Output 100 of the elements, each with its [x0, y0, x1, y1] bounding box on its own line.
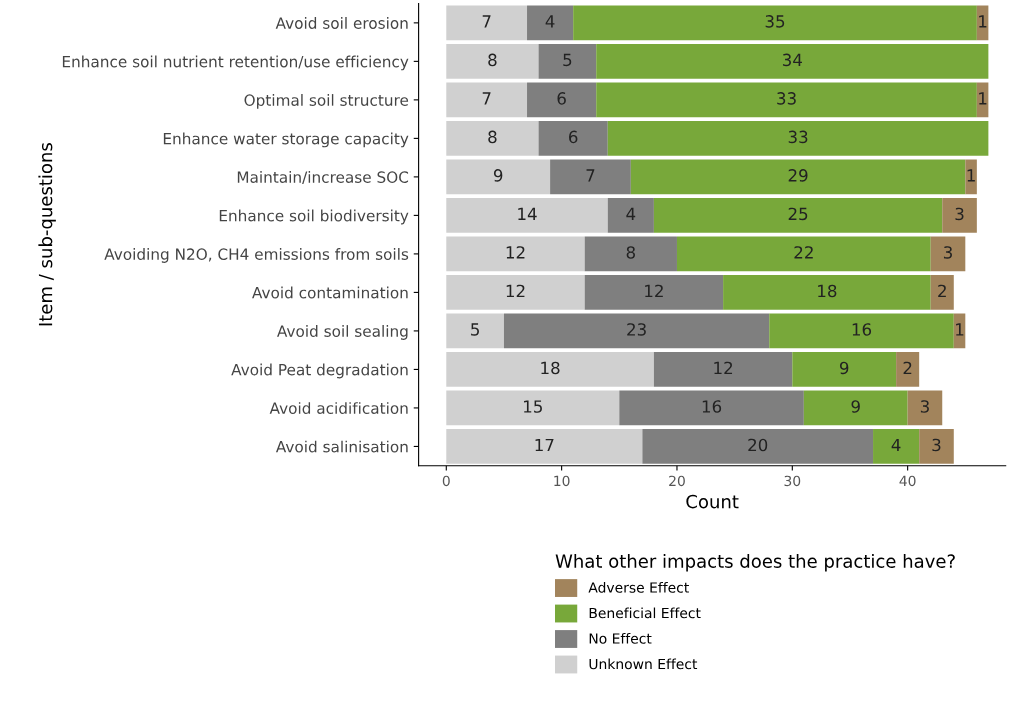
- data-label: 3: [920, 400, 929, 413]
- data-label: 3: [955, 207, 964, 221]
- x-tick-label: 10: [554, 475, 570, 487]
- y-tick-label: Avoid contamination: [252, 286, 408, 299]
- data-label: 3: [932, 438, 941, 452]
- data-label: 16: [852, 323, 872, 336]
- data-label: 7: [482, 15, 491, 28]
- data-label: 4: [545, 15, 555, 28]
- data-label: 5: [563, 53, 572, 67]
- data-label: 22: [794, 246, 813, 259]
- bar: [642, 429, 874, 464]
- data-label: 1: [967, 169, 975, 182]
- y-tick-label: Maintain/increase SOC: [237, 171, 409, 185]
- y-tick-label: Avoid acidification: [269, 402, 408, 414]
- legend-label: Adverse Effect: [588, 582, 689, 593]
- x-tick-label: 30: [784, 475, 801, 487]
- data-label: 7: [586, 169, 595, 182]
- data-label: 35: [765, 15, 785, 28]
- bar: [446, 5, 528, 41]
- bar: [930, 236, 966, 272]
- x-axis-title: Count: [686, 494, 739, 509]
- data-label: 9: [839, 361, 849, 375]
- bar: [446, 121, 539, 156]
- data-label: 12: [506, 246, 525, 259]
- bar: [619, 390, 804, 426]
- y-tick-label: Avoiding N2O, CH4 emissions from soils: [104, 248, 409, 263]
- y-tick-label: Enhance soil biodiversity: [219, 209, 409, 225]
- data-label: 8: [488, 53, 497, 67]
- legend-title: What other impacts does the practice have?: [555, 554, 955, 572]
- y-tick-label: Optimal soil structure: [244, 94, 409, 109]
- data-label: 18: [541, 361, 560, 375]
- y-tick-label: Enhance soil nutrient retention/use efficiency: [62, 55, 409, 71]
- bar: [446, 352, 654, 387]
- bar: [919, 429, 954, 464]
- bar: [965, 159, 977, 195]
- bar: [942, 198, 977, 233]
- data-label: 17: [535, 438, 554, 452]
- bar: [538, 121, 608, 156]
- bar: [446, 313, 504, 349]
- data-label: 9: [851, 400, 860, 413]
- bar: [723, 275, 931, 310]
- bar: [550, 159, 631, 195]
- legend-label: Beneficial Effect: [589, 607, 701, 619]
- data-label: 6: [557, 92, 566, 105]
- data-label: 1: [979, 92, 987, 105]
- data-label: 14: [518, 207, 537, 220]
- data-label: 7: [482, 92, 491, 105]
- y-tick-label: Enhance water storage capacity: [163, 132, 409, 148]
- bar: [896, 352, 920, 387]
- data-label: 15: [524, 400, 542, 413]
- bar: [503, 313, 770, 349]
- data-label: 20: [748, 438, 768, 452]
- bar: [792, 352, 897, 387]
- bar: [607, 198, 654, 233]
- bar: [930, 275, 954, 310]
- bar: [446, 390, 620, 426]
- legend-label: Unknown Effect: [589, 658, 698, 670]
- bar: [907, 390, 943, 426]
- bar: [653, 198, 943, 233]
- y-tick-label: Avoid salinisation: [275, 440, 408, 453]
- bar: [573, 5, 977, 41]
- data-label: 2: [903, 361, 912, 375]
- bar: [607, 121, 989, 156]
- data-label: 12: [645, 284, 663, 298]
- data-label: 4: [626, 207, 636, 220]
- legend-label: No Effect: [589, 633, 652, 644]
- bar: [653, 352, 793, 387]
- bar: [873, 429, 920, 464]
- data-label: 1: [979, 15, 987, 28]
- bar: [538, 44, 597, 79]
- bar: [527, 5, 574, 41]
- y-tick-label: Avoid Peat degradation: [231, 363, 408, 379]
- bar: [803, 390, 908, 426]
- data-label: 6: [569, 130, 578, 144]
- bar: [446, 236, 585, 272]
- data-label: 33: [788, 130, 808, 144]
- bar: [527, 82, 597, 118]
- bar: [769, 313, 954, 349]
- data-label: 1: [956, 323, 964, 336]
- bar: [446, 275, 585, 310]
- data-label: 8: [626, 246, 635, 259]
- bar: [630, 159, 966, 195]
- data-label: 8: [488, 130, 497, 144]
- bar: [676, 236, 931, 272]
- y-tick-label: Avoid soil erosion: [275, 17, 408, 29]
- bar: [584, 236, 677, 272]
- data-label: 12: [714, 361, 733, 375]
- data-label: 34: [782, 53, 802, 67]
- data-label: 18: [818, 284, 837, 298]
- bar: [446, 44, 539, 79]
- data-label: 4: [891, 438, 901, 452]
- data-label: 2: [938, 284, 946, 298]
- bar: [596, 82, 977, 118]
- x-tick-label: 20: [669, 475, 685, 487]
- data-label: 12: [506, 284, 525, 298]
- y-tick-label: Avoid soil sealing: [277, 325, 408, 340]
- data-label: 3: [943, 246, 952, 259]
- bar: [446, 198, 608, 233]
- x-tick-label: 40: [899, 475, 916, 487]
- data-label: 5: [471, 323, 479, 336]
